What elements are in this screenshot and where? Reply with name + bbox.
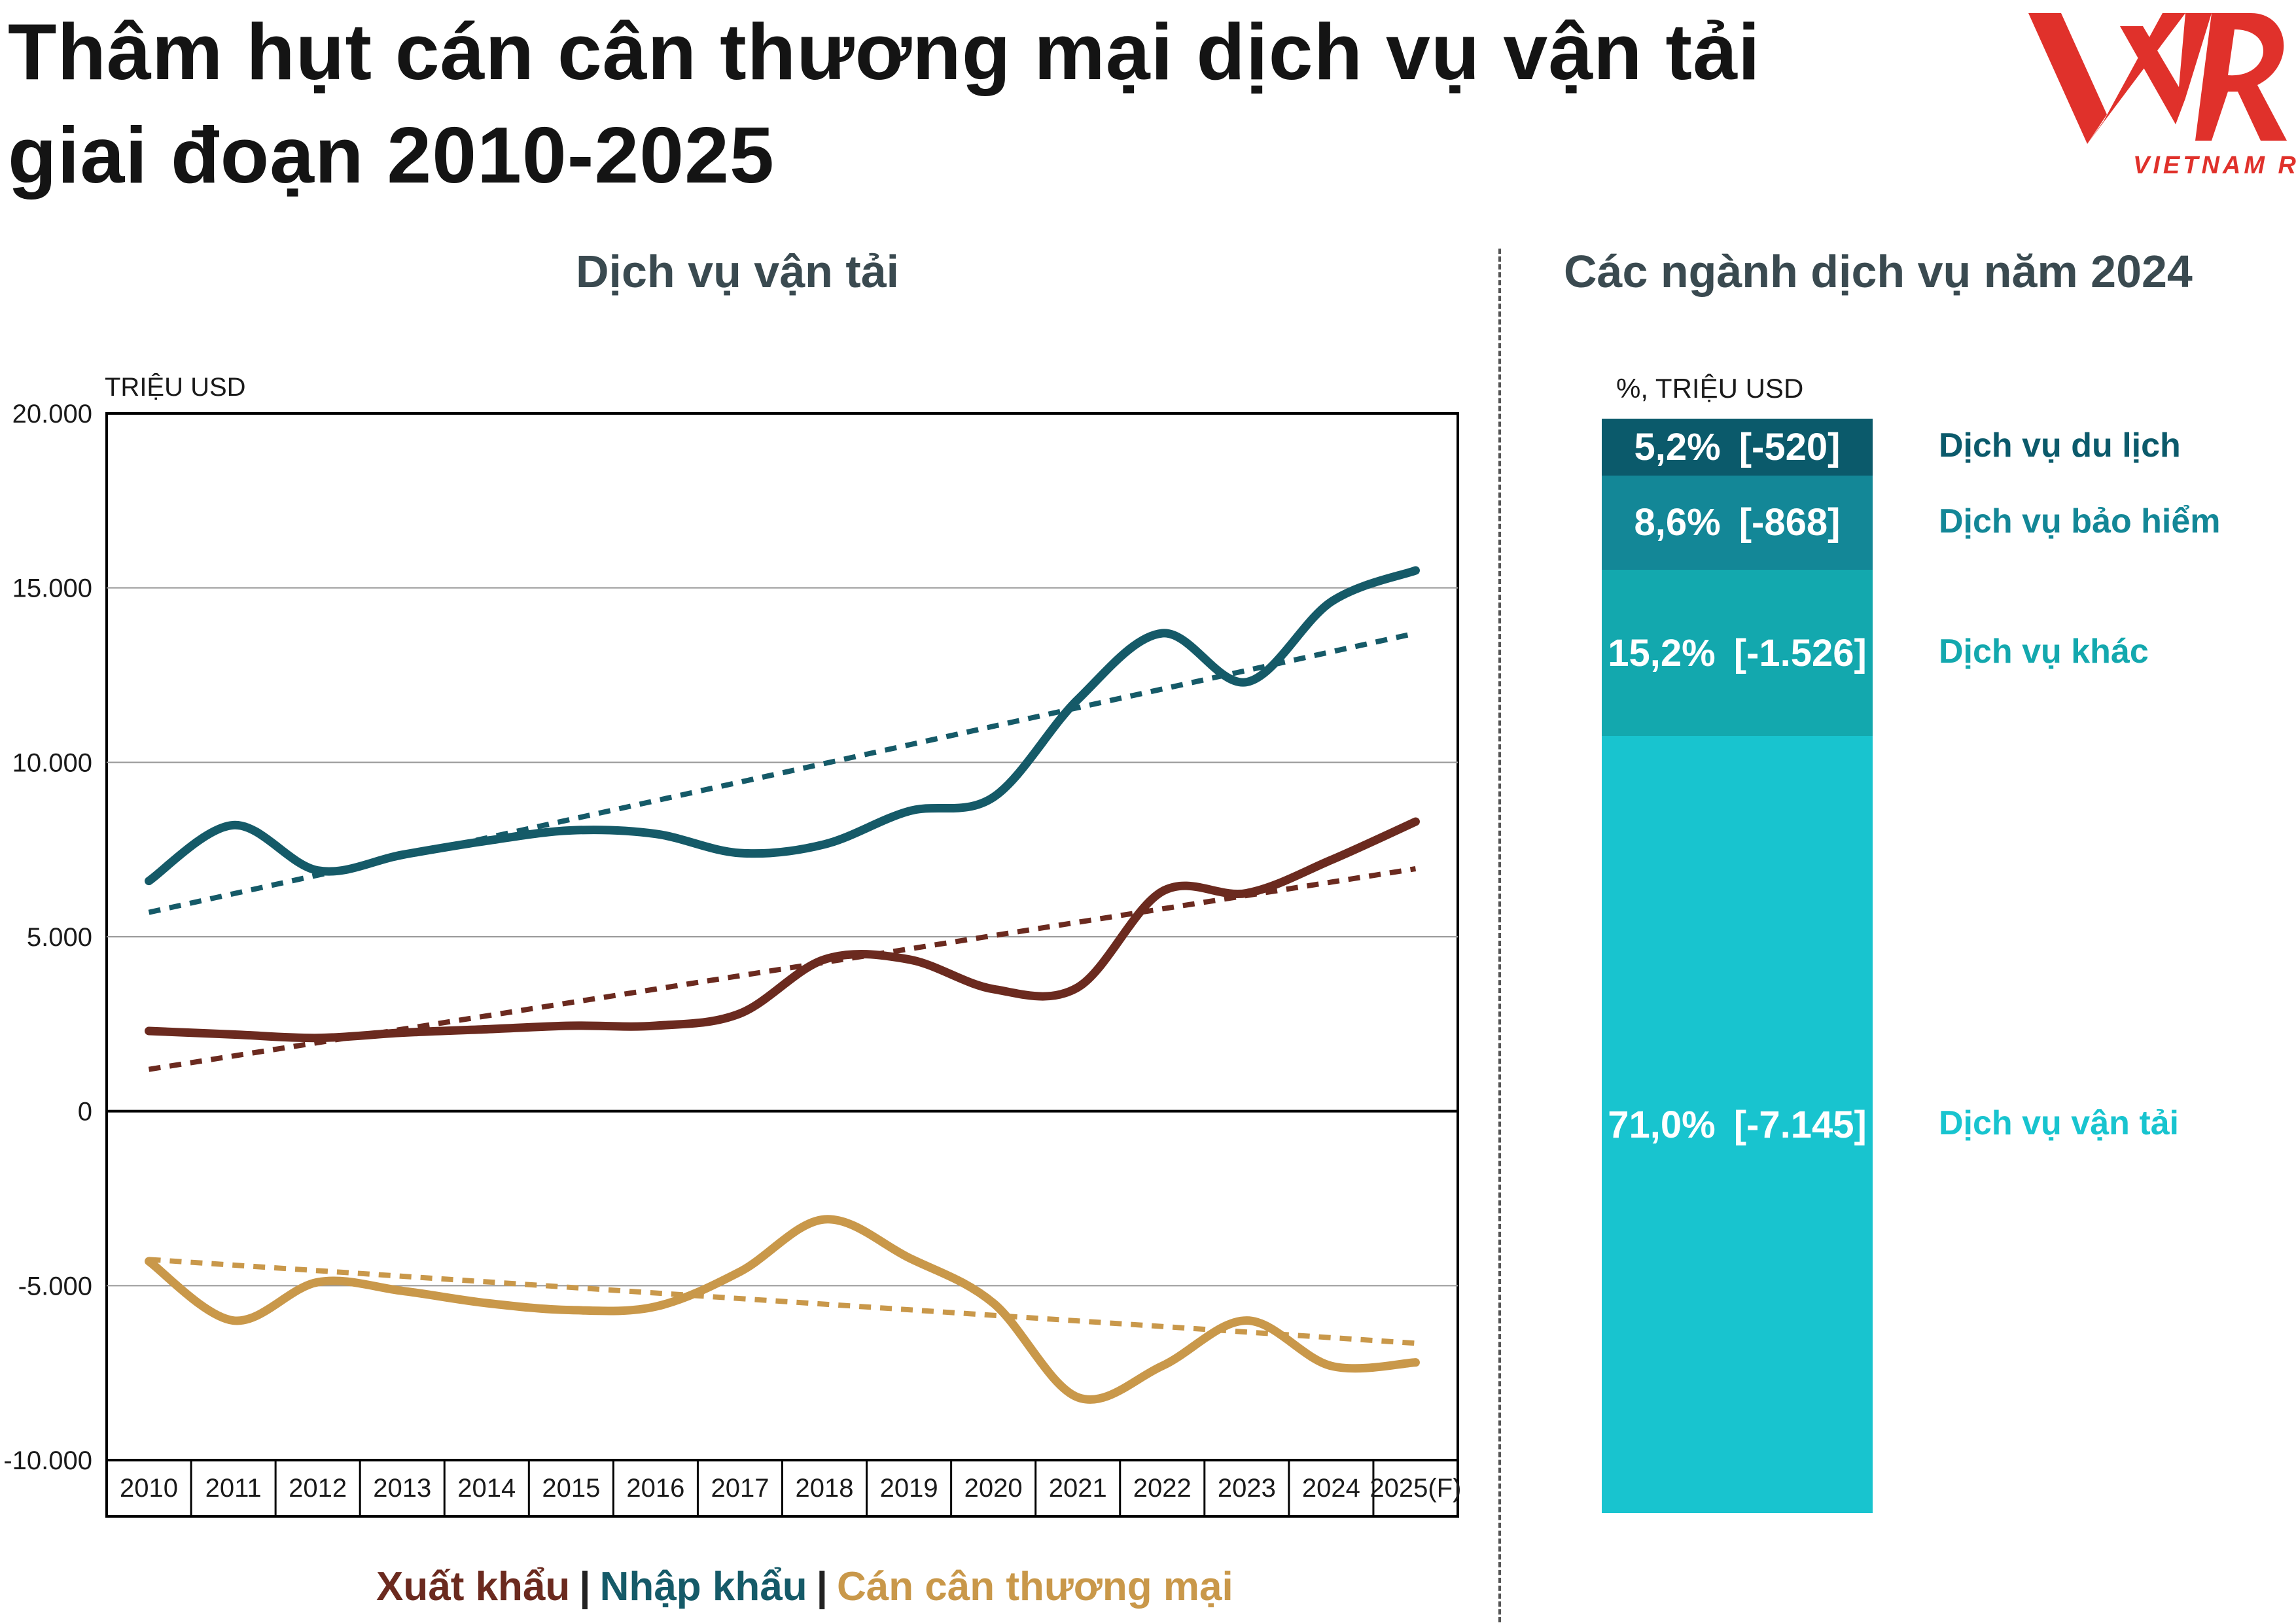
share-segment: 5,2% [-520] — [1602, 419, 1873, 476]
x-tick-label: 2020 — [964, 1474, 1023, 1503]
x-tick-label: 2013 — [373, 1474, 431, 1503]
share-segment: 15,2% [-1.526] — [1602, 569, 1873, 737]
segment-value: [-7.145] — [1733, 1103, 1867, 1146]
panel-divider — [1498, 249, 1501, 1622]
left-panel-title: Dịch vụ vận tải — [576, 246, 900, 297]
x-tick-label: 2024 — [1302, 1474, 1360, 1503]
right-panel-title: Các ngành dịch vụ năm 2024 — [1564, 246, 2193, 297]
segment-label: Dịch vụ du lịch — [1939, 427, 2181, 465]
export-series-line — [145, 817, 1420, 1043]
y-tick-label: 15.000 — [12, 574, 92, 603]
legend-balance: Cán cân thương mại — [836, 1564, 1233, 1609]
segment-value: [-868] — [1739, 501, 1841, 544]
segment-value: [-520] — [1739, 425, 1841, 468]
x-tick-label: 2021 — [1049, 1474, 1107, 1503]
legend-import: Nhập khẩu — [599, 1564, 807, 1609]
segment-value: [-1.526] — [1733, 631, 1867, 674]
logo-subtitle: VIETNAM REPORT — [2133, 152, 2296, 179]
y-unit-label: TRIỆU USD — [105, 372, 246, 402]
chart-legend: Xuất khẩu | Nhập khẩu | Cán cân thương mại — [376, 1563, 1233, 1610]
y-tick-label: 20.000 — [12, 400, 92, 428]
y-tick-label: 10.000 — [12, 748, 92, 777]
y-tick-label: 5.000 — [27, 923, 92, 952]
title-line-2: giai đoạn 2010-2025 — [8, 111, 775, 200]
balance-series-line — [145, 1215, 1420, 1404]
page-title: Thâm hụt cán cân thương mại dịch vụ vận … — [8, 0, 1814, 207]
vietnam-report-logo: VIETNAM REPORT — [2028, 13, 2296, 179]
segment-percent: 71,0% — [1608, 1103, 1716, 1146]
x-tick-label: 2014 — [457, 1474, 516, 1503]
x-tick-label: 2022 — [1133, 1474, 1192, 1503]
x-tick-label: 2018 — [796, 1474, 854, 1503]
balance-trend-line — [149, 1257, 1416, 1346]
legend-export: Xuất khẩu — [376, 1564, 571, 1609]
segment-label: Dịch vụ khác — [1939, 633, 2149, 671]
x-tick-label: 2015 — [542, 1474, 600, 1503]
x-tick-label: 2016 — [626, 1474, 684, 1503]
import-series-line — [145, 566, 1420, 886]
legend-separator: | — [816, 1564, 828, 1609]
share-segment: 8,6% [-868] — [1602, 475, 1873, 570]
line-chart: 20.000 15.000 10.000 5.000 0 -5.000 -10.000 TRI… — [3, 372, 1462, 1518]
plot-frame — [105, 412, 1459, 1518]
y-tick-label: -5.000 — [18, 1272, 92, 1300]
segment-label: Dịch vụ bảo hiểm — [1939, 502, 2221, 540]
share-segment: 71,0% [-7.145] — [1602, 736, 1873, 1513]
segment-percent: 15,2% — [1608, 631, 1716, 674]
x-tick-label: 2010 — [120, 1474, 178, 1503]
x-tick-label: 2025(F) — [1369, 1474, 1461, 1503]
segment-percent: 5,2% — [1634, 425, 1721, 468]
segment-percent: 8,6% — [1634, 501, 1721, 544]
x-tick-label: 2019 — [880, 1474, 938, 1503]
segment-label: Dịch vụ vận tải — [1939, 1104, 2179, 1143]
x-tick-label: 2017 — [711, 1474, 769, 1503]
x-tick-label: 2011 — [205, 1474, 262, 1503]
y-tick-label: 0 — [78, 1098, 92, 1126]
legend-separator: | — [579, 1564, 591, 1609]
stacked-share-bar: 5,2% [-520] 8,6% [-868] 15,2% [-1.526] 71,0% [-… — [1602, 419, 1873, 1513]
x-tick-label: 2023 — [1218, 1474, 1276, 1503]
x-tick-label: 2012 — [289, 1474, 347, 1503]
share-unit-label: %, TRIỆU USD — [1616, 373, 1804, 404]
y-tick-label: -10.000 — [3, 1446, 92, 1475]
title-line-1: Thâm hụt cán cân thương mại dịch vụ vận … — [8, 7, 1761, 96]
